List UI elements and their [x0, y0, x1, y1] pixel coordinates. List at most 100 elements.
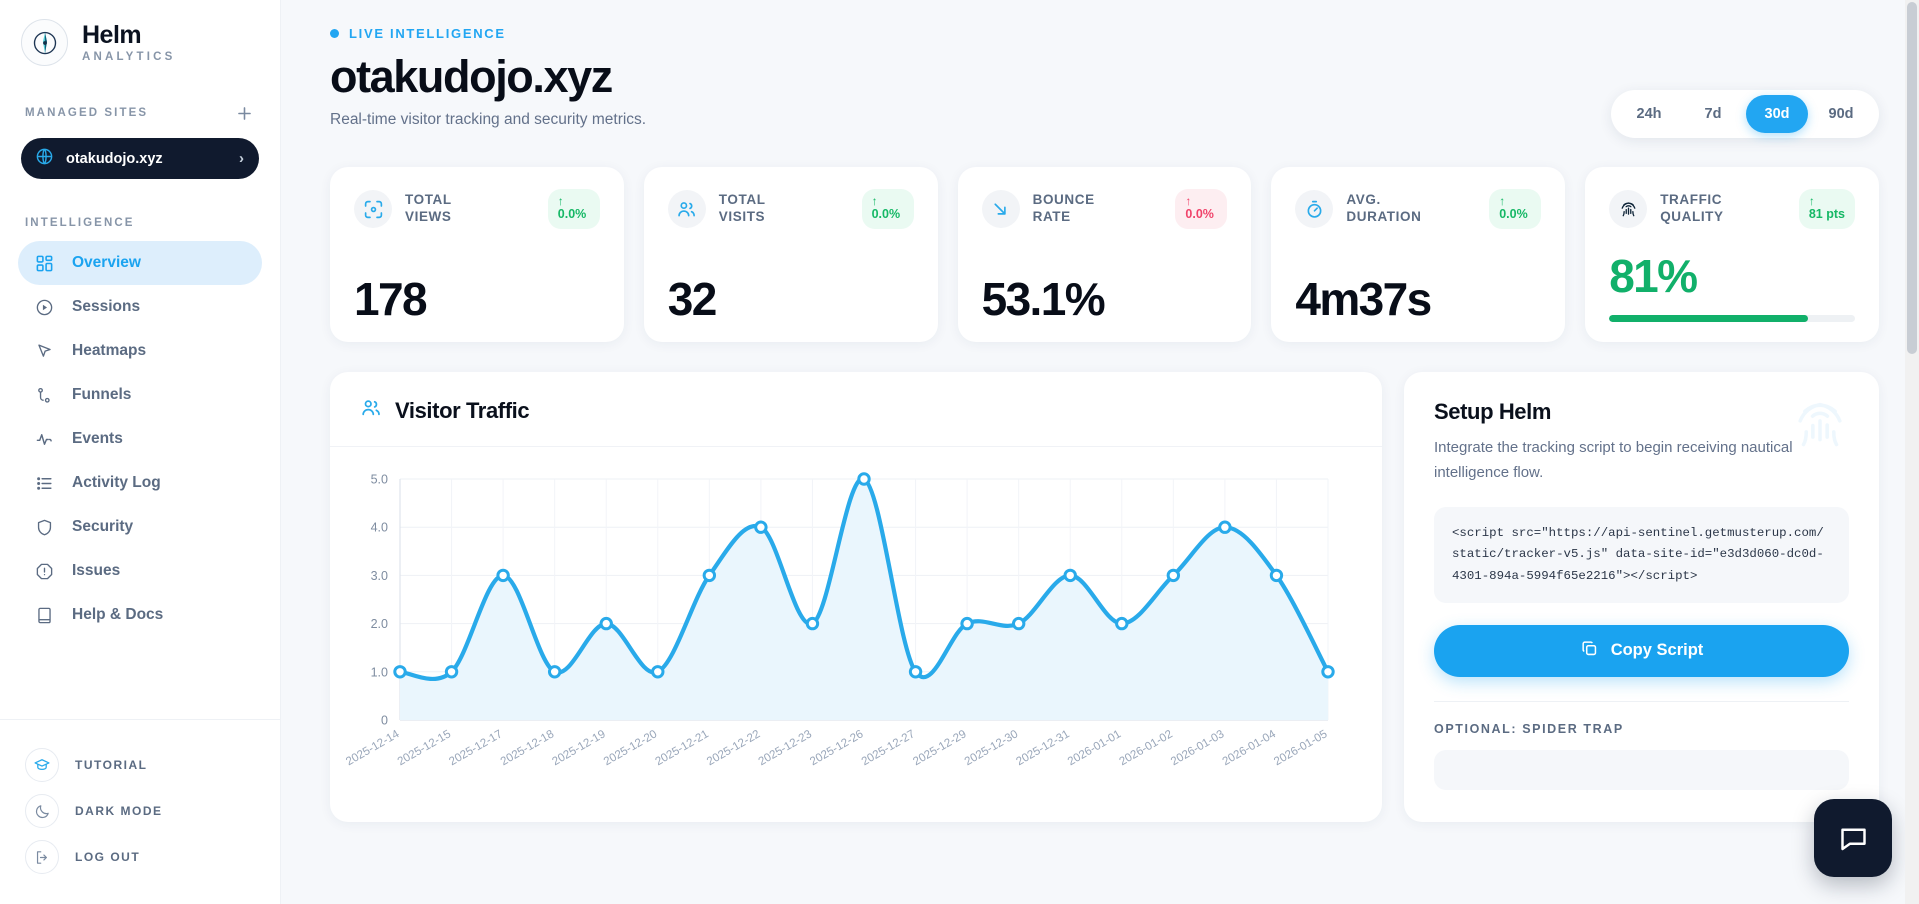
visitor-traffic-chart[interactable]: 01.02.03.04.05.02025-12-142025-12-152025… — [340, 465, 1340, 820]
sidebar-item-issues[interactable]: Issues — [18, 549, 262, 593]
sidebar-item-funnels[interactable]: Funnels — [18, 373, 262, 417]
tutorial-button[interactable]: TUTORIAL — [0, 742, 280, 788]
live-status-dot — [330, 29, 339, 38]
setup-description: Integrate the tracking script to begin r… — [1434, 439, 1793, 481]
setup-title: Setup Helm — [1434, 399, 1552, 425]
arrow-up-icon: ↑ — [1499, 194, 1506, 209]
copy-script-label: Copy Script — [1610, 641, 1704, 660]
sidebar-item-events[interactable]: Events — [18, 417, 262, 461]
managed-sites-label: MANAGED SITES — [25, 107, 149, 119]
kpi-delta-value: 0.0% — [1185, 207, 1214, 222]
range-button-30d[interactable]: 30d — [1746, 95, 1808, 133]
kpi-value: 53.1% — [981, 273, 1106, 326]
svg-text:5.0: 5.0 — [371, 473, 388, 487]
chart-title: Visitor Traffic — [395, 397, 530, 423]
sidebar-item-label: Security — [72, 518, 134, 535]
range-button-7d[interactable]: 7d — [1704, 106, 1722, 122]
kpi-card-total-visits: TOTAL VISITS ↑ 0.0% 32 — [643, 167, 938, 343]
sidebar-item-label: Help & Docs — [72, 606, 164, 623]
copy-icon — [1580, 639, 1599, 663]
arrow-up-icon: ↑ — [871, 194, 878, 209]
svg-text:3.0: 3.0 — [371, 569, 388, 583]
visitor-traffic-card: Visitor Traffic 0 1.0 2.0 3.0 4.0 5.0 2025-12-… — [330, 372, 1382, 823]
kpi-delta-badge: ↑ 0.0% — [1175, 189, 1228, 229]
alert-octagon-icon — [34, 561, 55, 582]
sidebar-item-overview[interactable]: Overview — [18, 241, 262, 285]
sidebar-item-activity-log[interactable]: Activity Log — [18, 461, 262, 505]
svg-text:2025-12-29: 2025-12-29 — [911, 728, 969, 769]
page-subtitle: Real-time visitor tracking and security … — [330, 111, 647, 129]
footer-item-label: TUTORIAL — [75, 758, 148, 772]
svg-text:2026-01-02: 2026-01-02 — [1117, 728, 1175, 769]
footer-item-label: DARK MODE — [75, 804, 163, 818]
site-name: otakudojo.xyz — [66, 150, 163, 167]
intelligence-section-header: INTELLIGENCE — [0, 213, 280, 231]
kpi-card-total-views: TOTAL VIEWS ↑ 0.0% 178 — [330, 167, 624, 343]
kpi-card-bounce-rate: BOUNCE RATE ↑ 0.0% 53.1% — [957, 167, 1252, 343]
arrow-up-icon: ↑ — [1185, 194, 1192, 209]
funnel-branch-icon — [34, 385, 55, 406]
kpi-value: 178 — [354, 273, 428, 326]
copy-script-button[interactable]: Copy Script — [1434, 624, 1849, 677]
svg-text:2025-12-22: 2025-12-22 — [705, 728, 763, 769]
users-icon — [667, 190, 706, 229]
range-button-24h[interactable]: 24h — [1636, 106, 1662, 122]
kpi-delta-value: 0.0% — [1499, 207, 1528, 222]
range-button-90d[interactable]: 90d — [1828, 106, 1854, 122]
kpi-label: TOTAL VISITS — [718, 192, 766, 225]
sidebar-item-label: Sessions — [72, 298, 141, 315]
svg-text:2026-01-04: 2026-01-04 — [1220, 727, 1278, 768]
sidebar-item-sessions[interactable]: Sessions — [18, 285, 262, 329]
plus-icon[interactable] — [233, 102, 255, 124]
page-scrollbar[interactable] — [1905, 0, 1919, 904]
dark-mode-toggle[interactable]: DARK MODE — [0, 788, 280, 834]
setup-helm-card: Setup Helm Integrate the tracking script… — [1404, 372, 1879, 823]
sidebar-item-label: Overview — [72, 254, 141, 271]
kpi-delta-badge: ↑ 81 pts — [1798, 189, 1855, 229]
svg-text:2025-12-30: 2025-12-30 — [962, 728, 1020, 769]
spider-trap-code[interactable] — [1434, 749, 1849, 790]
svg-text:1.0: 1.0 — [371, 666, 388, 680]
arrow-up-icon: ↑ — [1808, 194, 1815, 209]
svg-text:2025-12-18: 2025-12-18 — [498, 728, 556, 769]
chat-bubble-icon[interactable] — [1814, 799, 1892, 877]
live-badge-label: LIVE INTELLIGENCE — [349, 26, 506, 41]
divider — [1434, 700, 1849, 702]
arrow-down-right-icon — [981, 190, 1020, 229]
sidebar-item-label: Events — [72, 430, 123, 447]
kpi-delta-value: 0.0% — [557, 207, 587, 222]
kpi-label: AVG. DURATION — [1346, 192, 1422, 225]
live-badge: LIVE INTELLIGENCE — [330, 26, 1879, 41]
users-icon — [360, 397, 382, 424]
kpi-value: 32 — [667, 273, 718, 326]
logout-icon — [25, 840, 59, 874]
main-content: LIVE INTELLIGENCE otakudojo.xyz Real-tim… — [281, 0, 1919, 904]
logout-button[interactable]: LOG OUT — [0, 834, 280, 880]
svg-text:2025-12-27: 2025-12-27 — [859, 728, 917, 769]
kpi-delta-badge: ↑ 0.0% — [547, 189, 600, 229]
sidebar-item-label: Activity Log — [72, 474, 161, 491]
sidebar-footer: TUTORIAL DARK MODE LOG OUT — [0, 719, 280, 904]
svg-text:2025-12-26: 2025-12-26 — [808, 728, 866, 769]
sidebar-item-heatmaps[interactable]: Heatmaps — [18, 329, 262, 373]
svg-text:2025-12-19: 2025-12-19 — [550, 728, 608, 769]
sidebar-item-help-docs[interactable]: Help & Docs — [18, 593, 262, 637]
brand-name: Helm — [82, 21, 142, 50]
moon-icon — [25, 794, 59, 828]
svg-text:2025-12-20: 2025-12-20 — [601, 728, 659, 769]
svg-text:2025-12-21: 2025-12-21 — [653, 728, 711, 769]
sidebar-item-security[interactable]: Security — [18, 505, 262, 549]
tracking-script-code[interactable]: <script src="https://api-sentinel.getmus… — [1434, 506, 1849, 603]
list-icon — [34, 473, 55, 494]
brand-subtitle: ANALYTICS — [82, 50, 176, 63]
kpi-value: 81% — [1609, 250, 1698, 303]
sidebar-site-otakudojo[interactable]: otakudojo.xyz › — [21, 138, 259, 179]
graduation-cap-icon — [25, 748, 59, 782]
svg-text:2026-01-01: 2026-01-01 — [1065, 728, 1123, 769]
svg-text:2025-12-14: 2025-12-14 — [344, 727, 402, 768]
svg-text:4.0: 4.0 — [371, 521, 388, 535]
scrollbar-thumb[interactable] — [1907, 2, 1917, 354]
sidebar: Helm ANALYTICS MANAGED SITES otakudojo.x… — [0, 0, 281, 904]
kpi-delta-badge: ↑ 0.0% — [1489, 189, 1542, 229]
intelligence-label: INTELLIGENCE — [25, 217, 135, 229]
